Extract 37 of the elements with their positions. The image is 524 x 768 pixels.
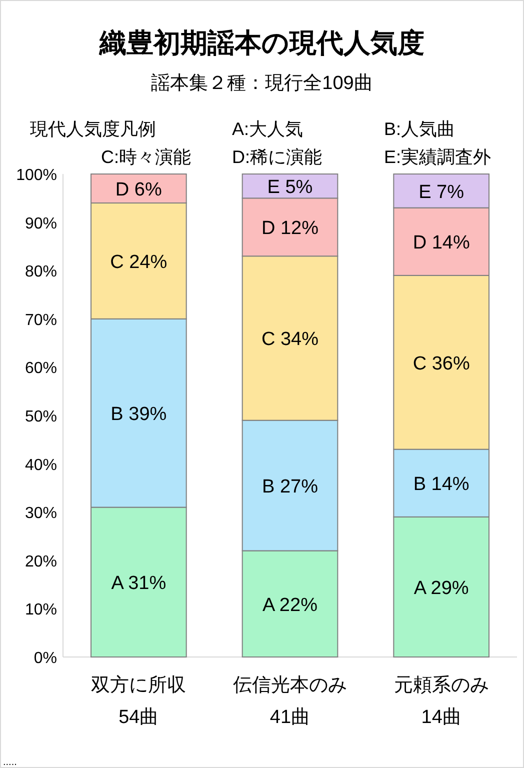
data-label: C 24% bbox=[110, 252, 168, 273]
data-label: E 5% bbox=[267, 177, 313, 198]
y-tick-label: 20% bbox=[24, 553, 57, 570]
y-tick-label: 10% bbox=[24, 602, 57, 619]
chart-subtitle: 謡本集２種：現行全109曲 bbox=[151, 73, 373, 94]
data-label: A 31% bbox=[111, 573, 166, 594]
y-tick-label: 80% bbox=[24, 264, 57, 281]
text: 現代人気度凡例 bbox=[30, 119, 156, 139]
text: D:稀に演能 bbox=[232, 147, 322, 167]
chart-title: 織豊初期謡本の現代人気度 bbox=[98, 28, 424, 58]
data-label: B 14% bbox=[413, 474, 470, 496]
x-tick-label: 元頼系のみ 14曲 bbox=[394, 675, 489, 728]
x-tick-label: 双方に所収 54曲 bbox=[91, 674, 186, 728]
y-tick-label: 50% bbox=[24, 408, 57, 426]
data-label: E 7% bbox=[418, 182, 464, 203]
x-tick-label: 伝信光本のみ 41曲 bbox=[233, 675, 347, 728]
text: ..... bbox=[3, 757, 17, 768]
data-label: D 12% bbox=[261, 218, 319, 240]
data-label: B 27% bbox=[262, 476, 318, 498]
data-label: D 6% bbox=[115, 179, 162, 200]
text: E:実績調査外 bbox=[384, 147, 492, 167]
y-tick-label: 0% bbox=[34, 650, 57, 667]
y-tick-label: 70% bbox=[24, 312, 57, 329]
data-label: C 34% bbox=[261, 329, 319, 350]
y-tick-label: 60% bbox=[24, 360, 57, 378]
text: A:大人気 bbox=[232, 119, 304, 139]
y-tick-label: 30% bbox=[24, 505, 57, 522]
data-label: D 14% bbox=[412, 232, 470, 254]
y-tick-label: 90% bbox=[24, 215, 57, 232]
data-label: A 29% bbox=[414, 578, 469, 599]
text: C:時々演能 bbox=[101, 147, 191, 167]
data-label: C 36% bbox=[412, 353, 470, 374]
data-label: A 22% bbox=[262, 594, 318, 616]
y-tick-label: 100% bbox=[16, 167, 57, 184]
data-label: B 39% bbox=[110, 404, 167, 426]
y-tick-label: 40% bbox=[24, 456, 57, 474]
text: B:人気曲 bbox=[384, 119, 456, 139]
